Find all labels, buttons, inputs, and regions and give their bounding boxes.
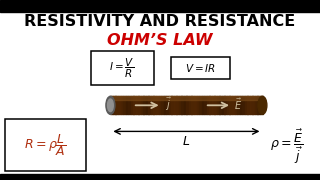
- Bar: [141, 96, 144, 114]
- Bar: [116, 96, 118, 114]
- Ellipse shape: [108, 99, 113, 112]
- Bar: [181, 96, 184, 114]
- Bar: [113, 96, 116, 114]
- Bar: [0, 174, 320, 180]
- Text: OHM’S LAW: OHM’S LAW: [107, 33, 213, 48]
- Bar: [158, 96, 161, 114]
- Ellipse shape: [106, 96, 115, 114]
- Bar: [154, 96, 156, 114]
- Bar: [224, 96, 227, 114]
- Bar: [242, 96, 245, 114]
- Bar: [179, 96, 182, 114]
- Bar: [250, 96, 252, 114]
- Bar: [191, 96, 194, 114]
- Bar: [121, 96, 124, 114]
- Bar: [125, 96, 128, 114]
- Bar: [136, 96, 139, 114]
- Text: $L$: $L$: [182, 135, 190, 148]
- Text: $\vec{j}$: $\vec{j}$: [165, 95, 172, 112]
- Bar: [204, 96, 207, 114]
- Bar: [171, 96, 174, 114]
- Bar: [131, 96, 133, 114]
- Text: $I = \dfrac{V}{R}$: $I = \dfrac{V}{R}$: [109, 56, 135, 80]
- Bar: [229, 96, 232, 114]
- Text: $\rho = \dfrac{\vec{E}}{\vec{j}}$: $\rho = \dfrac{\vec{E}}{\vec{j}}$: [270, 127, 303, 166]
- Bar: [217, 96, 220, 114]
- Bar: [202, 96, 204, 114]
- Bar: [138, 96, 141, 114]
- Bar: [235, 96, 237, 114]
- Ellipse shape: [258, 96, 267, 114]
- Bar: [143, 96, 146, 114]
- Bar: [245, 96, 248, 114]
- Bar: [209, 96, 212, 114]
- Bar: [128, 96, 131, 114]
- Bar: [186, 96, 189, 114]
- Bar: [110, 96, 113, 114]
- Bar: [166, 96, 169, 114]
- Text: RESISTIVITY AND RESISTANCE: RESISTIVITY AND RESISTANCE: [24, 14, 296, 29]
- Bar: [133, 96, 136, 114]
- Bar: [146, 96, 149, 114]
- FancyBboxPatch shape: [5, 119, 86, 171]
- Bar: [169, 96, 172, 114]
- Text: $\vec{E}$: $\vec{E}$: [234, 96, 242, 112]
- Text: $V = IR$: $V = IR$: [185, 62, 216, 74]
- Bar: [164, 96, 166, 114]
- Bar: [214, 96, 217, 114]
- Bar: [247, 96, 250, 114]
- Bar: [194, 96, 197, 114]
- FancyBboxPatch shape: [171, 57, 230, 79]
- FancyBboxPatch shape: [91, 51, 154, 85]
- Bar: [252, 96, 255, 114]
- Bar: [212, 96, 215, 114]
- Bar: [227, 96, 230, 114]
- Text: $R = \rho\dfrac{L}{A}$: $R = \rho\dfrac{L}{A}$: [24, 132, 67, 158]
- Bar: [176, 96, 179, 114]
- Bar: [222, 96, 225, 114]
- Bar: [123, 96, 126, 114]
- Bar: [0, 0, 320, 12]
- Bar: [207, 96, 210, 114]
- Bar: [184, 96, 187, 114]
- Bar: [240, 96, 243, 114]
- Bar: [255, 96, 258, 114]
- Bar: [156, 96, 159, 114]
- Bar: [232, 96, 235, 114]
- Bar: [260, 96, 263, 114]
- Bar: [118, 96, 121, 114]
- Bar: [189, 96, 192, 114]
- Bar: [237, 96, 240, 114]
- Bar: [174, 96, 177, 114]
- Bar: [199, 96, 202, 114]
- Bar: [148, 96, 151, 114]
- Bar: [257, 96, 260, 114]
- Bar: [151, 96, 154, 114]
- Bar: [196, 96, 199, 114]
- Bar: [110, 96, 262, 100]
- Bar: [219, 96, 222, 114]
- Bar: [161, 96, 164, 114]
